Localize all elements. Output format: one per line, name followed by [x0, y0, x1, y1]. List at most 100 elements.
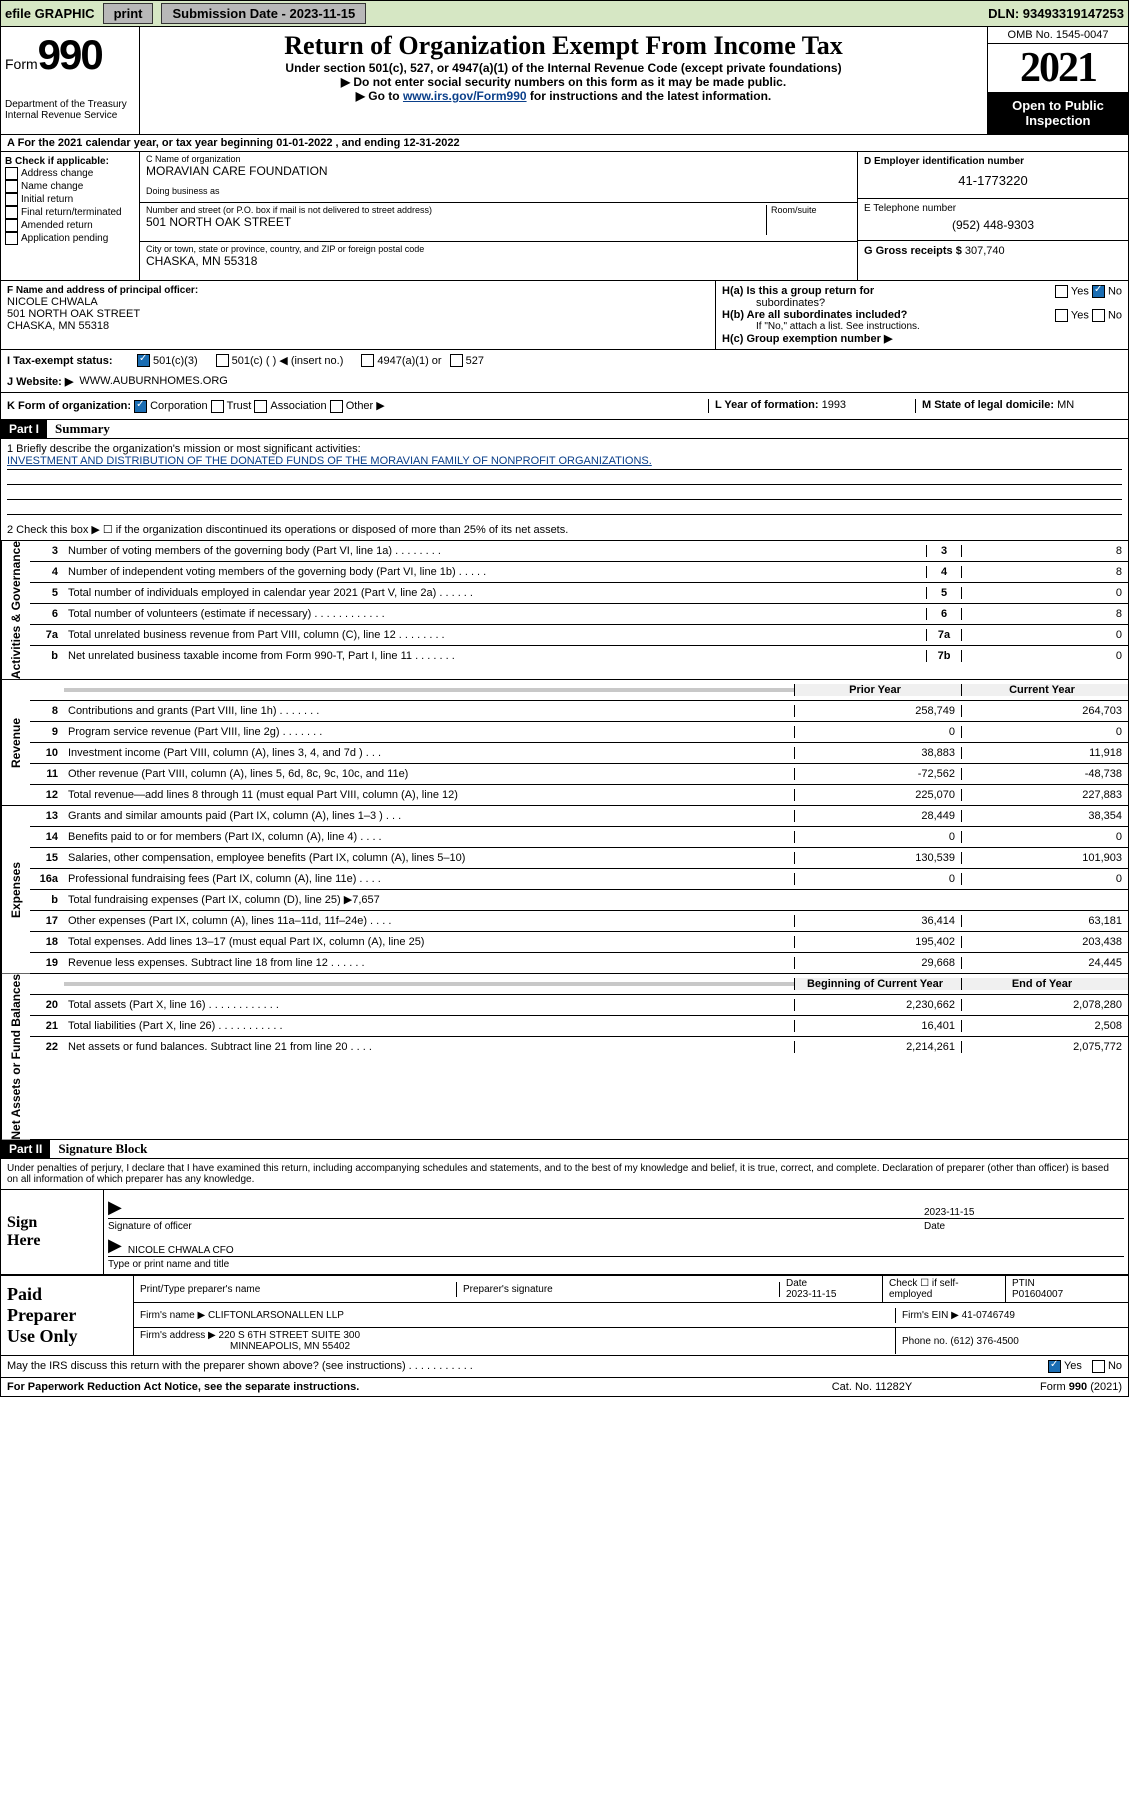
prep-sig-label: Preparer's signature: [457, 1282, 780, 1297]
prep-check-label: Check ☐ if self-employed: [883, 1276, 1006, 1302]
vtab-rev: Revenue: [1, 680, 30, 805]
gov-table: Activities & Governance 3Number of votin…: [0, 541, 1129, 680]
omb-label: OMB No. 1545-0047: [988, 27, 1128, 44]
part1-header: Part I Summary: [0, 420, 1129, 439]
footer-right: Form 990 (2021): [962, 1381, 1122, 1393]
form-title-cell: Return of Organization Exempt From Incom…: [140, 27, 987, 134]
form-subtitle1: Under section 501(c), 527, or 4947(a)(1)…: [146, 61, 981, 75]
preparer-block: PaidPreparerUse Only Print/Type preparer…: [0, 1276, 1129, 1356]
subtitle3-pre: ▶ Go to: [356, 89, 403, 103]
may-irs-q: May the IRS discuss this return with the…: [7, 1360, 1048, 1373]
box-m: M State of legal domicile: MN: [915, 399, 1122, 413]
dln-label: DLN: 93493319147253: [988, 6, 1124, 21]
open-to-public: Open to Public Inspection: [988, 92, 1128, 134]
officer-name-title: NICOLE CHWALA CFO: [128, 1245, 234, 1256]
irs-label: Internal Revenue Service: [5, 110, 135, 121]
year-formation: 1993: [822, 399, 846, 411]
i-4947: 4947(a)(1) or: [377, 355, 441, 367]
cb-name: Name change: [21, 181, 83, 192]
ptin-val: P01604007: [1012, 1289, 1063, 1300]
prep-phone-label: Phone no.: [902, 1336, 948, 1347]
gov-line: 6Total number of volunteers (estimate if…: [30, 604, 1128, 625]
i-527: 527: [466, 355, 484, 367]
rev-line: 11Other revenue (Part VIII, column (A), …: [30, 764, 1128, 785]
mission-text: INVESTMENT AND DISTRIBUTION OF THE DONAT…: [7, 455, 1122, 470]
c-name-label: C Name of organization: [146, 154, 851, 164]
hb-label: H(b) Are all subordinates included?: [722, 309, 907, 321]
ha-yes: Yes: [1071, 285, 1089, 297]
rev-line: 12Total revenue—add lines 8 through 11 (…: [30, 785, 1128, 805]
cb-app: Application pending: [21, 233, 108, 244]
d-label: D Employer identification number: [864, 156, 1122, 167]
part2-hdr: Part II: [1, 1140, 50, 1158]
exp-line: 19Revenue less expenses. Subtract line 1…: [30, 953, 1128, 973]
exp-line: 13Grants and similar amounts paid (Part …: [30, 806, 1128, 827]
k-other: Other ▶: [346, 400, 385, 412]
footer-right-form: 990: [1069, 1381, 1087, 1393]
exp-line: 15Salaries, other compensation, employee…: [30, 848, 1128, 869]
website: WWW.AUBURNHOMES.ORG: [79, 375, 228, 388]
prep-phone: (612) 376-4500: [950, 1336, 1018, 1347]
row-i: I Tax-exempt status: 501(c)(3) 501(c) ( …: [0, 350, 1129, 371]
firm-ein: 41-0746749: [962, 1310, 1015, 1321]
mission-label: 1 Briefly describe the organization's mi…: [7, 443, 1122, 455]
form-number-cell: Form990 Department of the Treasury Inter…: [1, 27, 140, 134]
prep-name-label: Print/Type preparer's name: [134, 1282, 457, 1297]
sig-officer-label: Signature of officer: [108, 1221, 924, 1232]
irs-link[interactable]: www.irs.gov/Form990: [403, 89, 527, 103]
officer-name: NICOLE CHWALA: [7, 296, 709, 308]
gov-line: bNet unrelated business taxable income f…: [30, 646, 1128, 666]
k-corp: Corporation: [150, 400, 207, 412]
firm-addr1: 220 S 6TH STREET SUITE 300: [219, 1330, 361, 1341]
gov-line: 3Number of voting members of the governi…: [30, 541, 1128, 562]
i-label: I Tax-exempt status:: [7, 355, 137, 367]
firm-name-label: Firm's name ▶: [140, 1310, 205, 1321]
cb-final: Final return/terminated: [21, 207, 122, 218]
hc-label: H(c) Group exemption number ▶: [722, 333, 892, 345]
f-label: F Name and address of principal officer:: [7, 285, 709, 296]
rev-line: 10Investment income (Part VIII, column (…: [30, 743, 1128, 764]
vtab-gov: Activities & Governance: [1, 541, 30, 679]
form-header: Form990 Department of the Treasury Inter…: [0, 27, 1129, 135]
subtitle3-post: for instructions and the latest informat…: [527, 89, 772, 103]
gov-line: 5Total number of individuals employed in…: [30, 583, 1128, 604]
exp-line: 16aProfessional fundraising fees (Part I…: [30, 869, 1128, 890]
city-label: City or town, state or province, country…: [146, 244, 851, 254]
ha-label: H(a) Is this a group return for: [722, 285, 874, 297]
sign-here-label: SignHere: [1, 1190, 104, 1274]
efile-label: efile GRAPHIC: [5, 6, 95, 21]
rev-hdr-row: Prior YearCurrent Year: [30, 680, 1128, 701]
officer-addr2: CHASKA, MN 55318: [7, 320, 709, 332]
vtab-na: Net Assets or Fund Balances: [1, 974, 30, 1140]
phone-val: (952) 448-9303: [864, 214, 1122, 236]
addr-label: Number and street (or P.O. box if mail i…: [146, 205, 766, 215]
gov-line: 7aTotal unrelated business revenue from …: [30, 625, 1128, 646]
dept-label: Department of the Treasury: [5, 99, 135, 110]
footer-right-post: (2021): [1087, 1381, 1122, 1393]
efile-top-bar: efile GRAPHIC print Submission Date - 20…: [0, 0, 1129, 27]
box-b-label: B Check if applicable:: [5, 156, 135, 167]
l-label: L Year of formation:: [715, 399, 819, 411]
year-cell: OMB No. 1545-0047 2021 Open to Public In…: [987, 27, 1128, 134]
na-line: 22Net assets or fund balances. Subtract …: [30, 1037, 1128, 1057]
box-c: C Name of organization MORAVIAN CARE FOU…: [140, 152, 858, 280]
form-subtitle3: ▶ Go to www.irs.gov/Form990 for instruct…: [146, 89, 981, 103]
part2-title: Signature Block: [50, 1141, 147, 1157]
row-j: J Website: ▶ WWW.AUBURNHOMES.ORG: [0, 371, 1129, 393]
exp-line: bTotal fundraising expenses (Part IX, co…: [30, 890, 1128, 911]
print-button[interactable]: print: [103, 3, 154, 24]
box-f: F Name and address of principal officer:…: [1, 281, 716, 349]
footer: For Paperwork Reduction Act Notice, see …: [0, 1378, 1129, 1397]
ptin-label: PTIN: [1012, 1278, 1035, 1289]
footer-left: For Paperwork Reduction Act Notice, see …: [7, 1381, 782, 1393]
submission-date-button[interactable]: Submission Date - 2023-11-15: [161, 3, 366, 24]
row-fh: F Name and address of principal officer:…: [0, 281, 1129, 350]
gov-line: 4Number of independent voting members of…: [30, 562, 1128, 583]
box-k: K Form of organization: Corporation Trus…: [7, 399, 708, 413]
footer-mid: Cat. No. 11282Y: [782, 1381, 962, 1393]
city-val: CHASKA, MN 55318: [146, 254, 851, 268]
k-assoc: Association: [270, 400, 326, 412]
na-line: 20Total assets (Part X, line 16) . . . .…: [30, 995, 1128, 1016]
prep-date: 2023-11-15: [786, 1289, 836, 1300]
g-label: G Gross receipts $: [864, 245, 962, 257]
